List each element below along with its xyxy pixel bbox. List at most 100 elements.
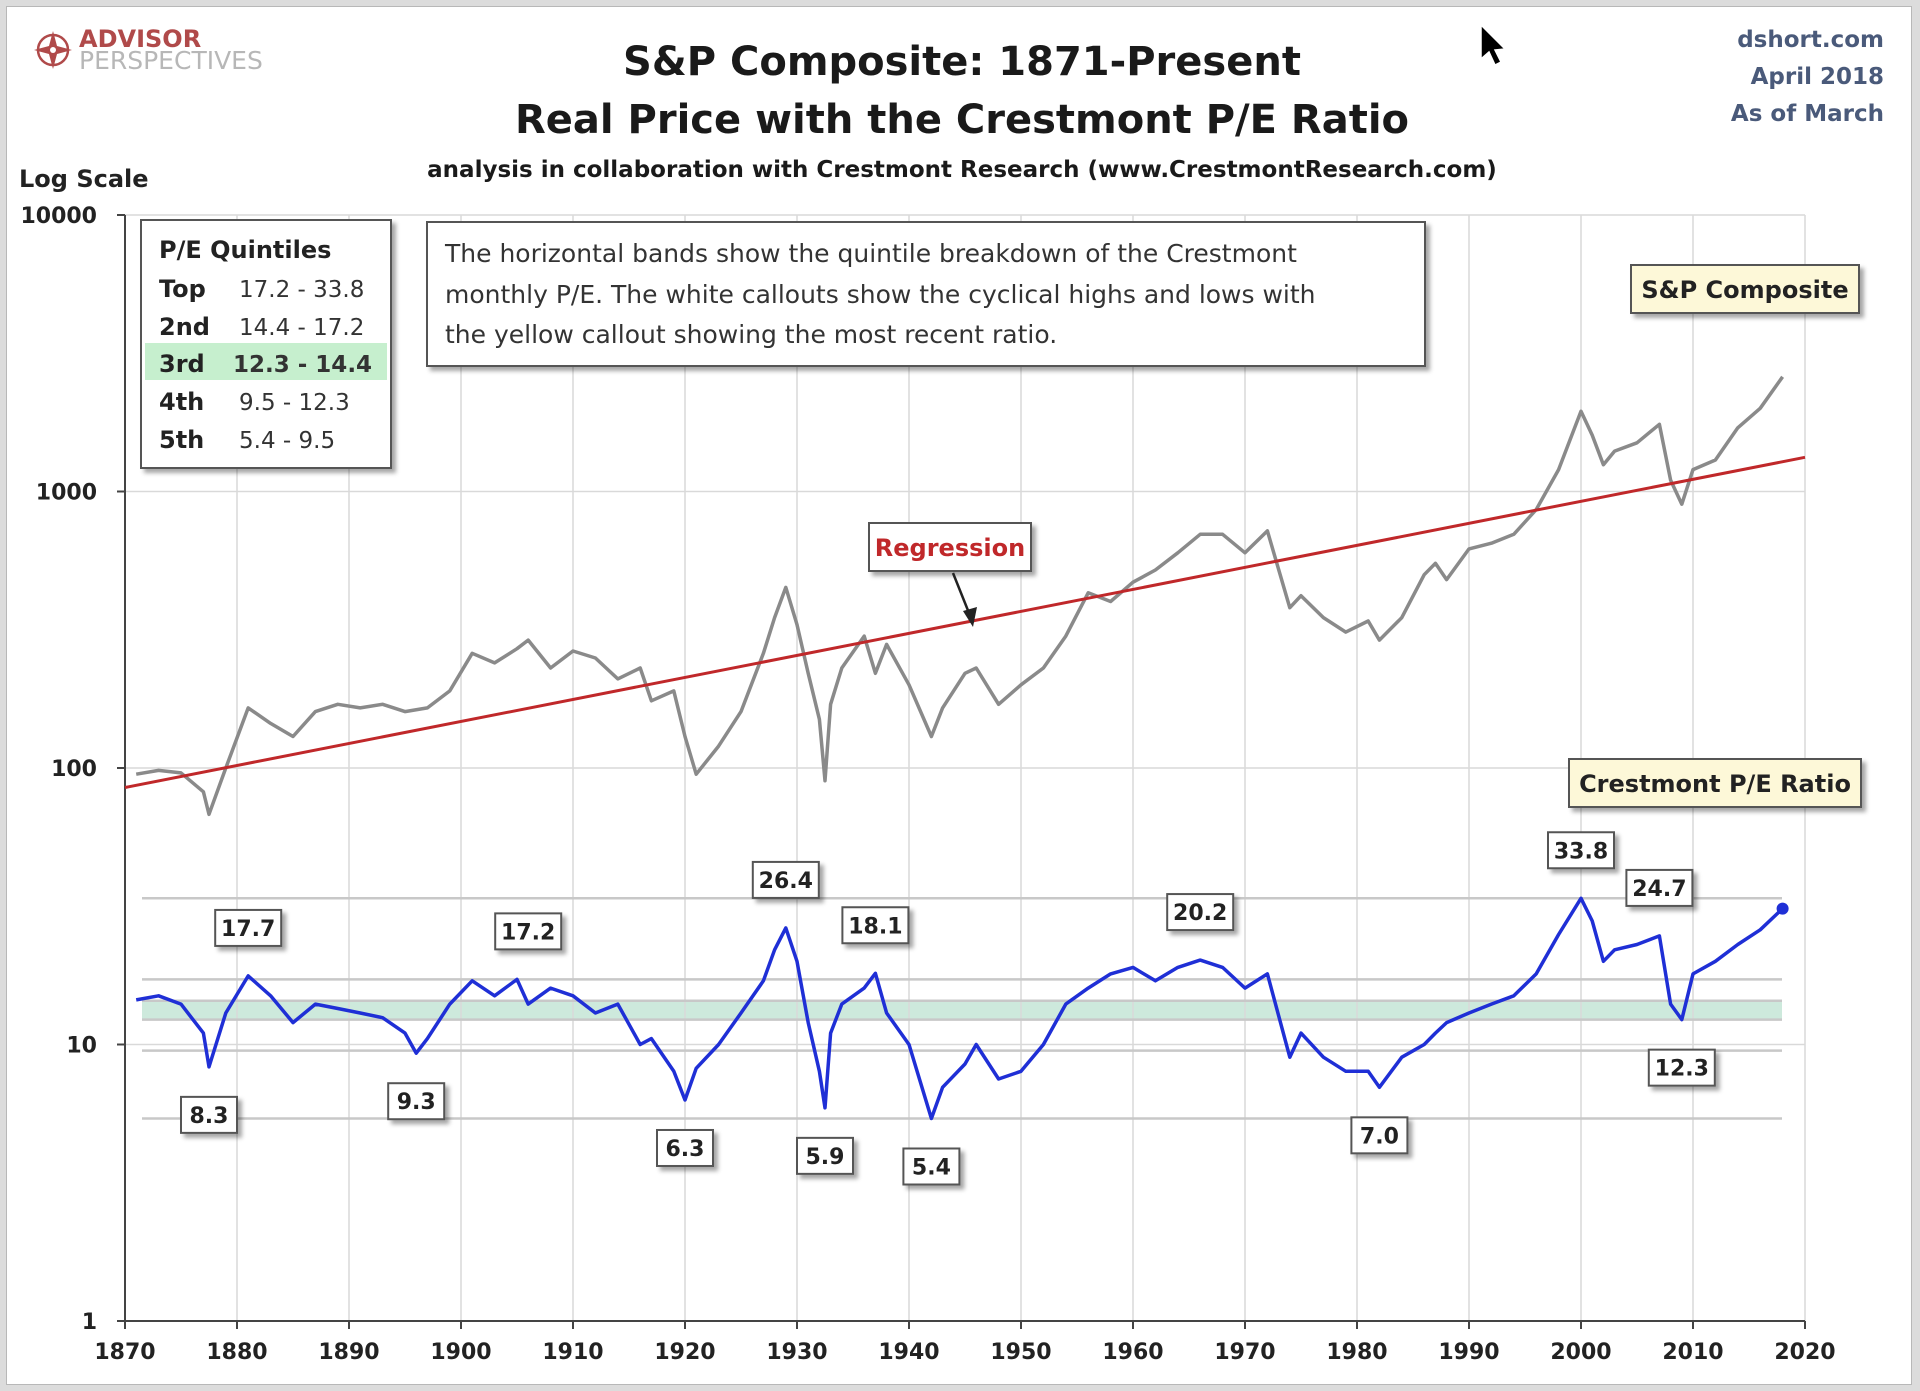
x-tick-label: 1870 <box>94 1340 155 1365</box>
sp-composite-label-text: S&P Composite <box>1641 276 1848 304</box>
x-tick-label: 1970 <box>1214 1340 1275 1365</box>
pe-callout-value: 8.3 <box>190 1104 229 1129</box>
source-asof: As of March <box>1731 101 1884 127</box>
quintile-label-5th: 5th <box>159 426 204 454</box>
source-site: dshort.com <box>1737 27 1884 53</box>
pe-callout: 26.4 <box>751 860 820 899</box>
y-tick-label: 1000 <box>36 481 97 506</box>
series-layer <box>124 375 1806 1121</box>
explanation-line-2: monthly P/E. The white callouts show the… <box>445 280 1316 309</box>
y-tick-label: 10 <box>66 1034 97 1059</box>
x-tick-label: 1920 <box>654 1340 715 1365</box>
sp-composite-label: S&P Composite <box>1630 264 1860 314</box>
x-tick-label: 2010 <box>1662 1340 1723 1365</box>
x-tick-label: 2000 <box>1550 1340 1611 1365</box>
advisor-perspectives-logo: ADVISOR PERSPECTIVES <box>34 25 263 75</box>
pe-callout-value: 9.3 <box>397 1090 436 1115</box>
pe-callout: 12.3 <box>1647 1048 1716 1087</box>
pe-callout: 24.7 <box>1625 868 1694 907</box>
pe-ratio-label-text: Crestmont P/E Ratio <box>1579 770 1851 798</box>
x-tick-label: 1900 <box>430 1340 491 1365</box>
pe-callout-box <box>902 1147 961 1186</box>
quintile-range-top: 17.2 - 33.8 <box>239 277 364 303</box>
compass-rose-icon <box>34 31 72 69</box>
pe-callout-box <box>841 906 910 945</box>
pe-callout-value: 20.2 <box>1173 901 1227 926</box>
x-tick-label: 1960 <box>1102 1340 1163 1365</box>
chart-title-line1: S&P Composite: 1871-Present <box>623 39 1301 85</box>
chart-subtitle: analysis in collaboration with Crestmont… <box>427 157 1497 183</box>
pe-callout-value: 17.2 <box>501 920 555 945</box>
pe-callout-value: 24.7 <box>1632 877 1686 902</box>
grid-layer <box>125 214 1806 1321</box>
pe-callout: 17.2 <box>494 912 563 951</box>
x-tick-label: 1980 <box>1326 1340 1387 1365</box>
x-tick-label: 1950 <box>990 1340 1051 1365</box>
quintile-label-top: Top <box>159 275 206 303</box>
pe-callout-box <box>1350 1116 1409 1155</box>
quintile-label-3rd: 3rd <box>159 350 205 378</box>
pe-callout: 18.1 <box>841 906 910 945</box>
pe-callout: 17.7 <box>214 908 283 947</box>
mouse-cursor-icon <box>1480 23 1507 67</box>
regression-arrow-head <box>963 607 977 627</box>
pe-callout: 5.4 <box>902 1147 961 1186</box>
pe-callout-box <box>751 860 820 899</box>
explanation-box: The horizontal bands show the quintile b… <box>426 221 1426 367</box>
chart-svg: ADVISOR PERSPECTIVES S&P Composite: 1871… <box>19 23 1884 1365</box>
pe-callout: 8.3 <box>180 1095 238 1134</box>
crestmont-pe-line <box>135 896 1784 1121</box>
pe-ratio-label: Crestmont P/E Ratio <box>1568 758 1862 808</box>
pe-callout-value: 6.3 <box>666 1137 705 1162</box>
latest-pe-marker <box>1776 902 1789 915</box>
pe-callout: 6.3 <box>656 1128 714 1167</box>
quintile-range-2nd: 14.4 - 17.2 <box>239 315 364 341</box>
third-quintile-band <box>142 1000 1782 1020</box>
quintile-range-5th: 5.4 - 9.5 <box>239 428 335 454</box>
y-tick-label: 1 <box>82 1310 97 1335</box>
pe-callout-value: 5.9 <box>806 1145 845 1170</box>
pe-callout: 5.9 <box>796 1136 854 1175</box>
chart-frame: ADVISOR PERSPECTIVES S&P Composite: 1871… <box>6 6 1912 1385</box>
callout-layer: 8.3 17.7 9.3 17.2 6.3 26.4 5.9 18.1 5.4 20.2 7.0 33… <box>180 831 1716 1186</box>
regression-label: Regression <box>868 522 1032 627</box>
y-tick-label: 100 <box>51 757 97 782</box>
quintile-range-4th: 9.5 - 12.3 <box>239 390 350 416</box>
axis-layer: 1 10 100 1000 10000 1870 1880 1890 1900 1910 1920 1… <box>20 204 1835 1365</box>
pe-callout-value: 12.3 <box>1655 1057 1709 1082</box>
source-date: April 2018 <box>1751 64 1884 90</box>
pe-callout: 9.3 <box>387 1082 446 1121</box>
x-tick-label: 1930 <box>766 1340 827 1365</box>
x-tick-label: 1880 <box>206 1340 267 1365</box>
x-tick-label: 1940 <box>878 1340 939 1365</box>
quintile-legend: P/E Quintiles Top 17.2 - 33.8 2nd 14.4 -… <box>140 219 392 469</box>
pe-callout-box <box>656 1128 714 1167</box>
pe-callout: 33.8 <box>1547 831 1615 870</box>
pe-callout-value: 26.4 <box>759 869 813 894</box>
regression-label-text: Regression <box>875 534 1025 562</box>
y-tick-label: 10000 <box>20 204 97 229</box>
quintile-label-4th: 4th <box>159 388 204 416</box>
quintile-range-3rd: 12.3 - 14.4 <box>233 352 372 378</box>
quintile-band-layer <box>142 1000 1782 1020</box>
pe-callout-box <box>1166 893 1235 932</box>
pe-callout-value: 18.1 <box>848 914 902 939</box>
x-tick-label: 1910 <box>542 1340 603 1365</box>
pe-callout-value: 33.8 <box>1554 839 1608 864</box>
quintile-highlight-row <box>145 343 387 380</box>
explanation-line-3: the yellow callout showing the most rece… <box>445 320 1057 349</box>
pe-callout-value: 7.0 <box>1360 1124 1399 1149</box>
pe-callout-value: 5.4 <box>912 1155 951 1180</box>
pe-callout-box <box>1647 1048 1716 1087</box>
logo-top-text: ADVISOR <box>79 25 201 53</box>
quintile-label-2nd: 2nd <box>159 313 210 341</box>
pe-callout: 20.2 <box>1166 893 1235 932</box>
pe-callout-box <box>1625 868 1694 907</box>
x-tick-label: 1890 <box>318 1340 379 1365</box>
pe-callout-box <box>796 1136 854 1175</box>
x-tick-label: 2020 <box>1774 1340 1835 1365</box>
sp-composite-line <box>135 375 1785 817</box>
pe-callout-box <box>214 908 283 947</box>
quintile-legend-title: P/E Quintiles <box>159 236 331 264</box>
explanation-line-1: The horizontal bands show the quintile b… <box>444 239 1297 268</box>
